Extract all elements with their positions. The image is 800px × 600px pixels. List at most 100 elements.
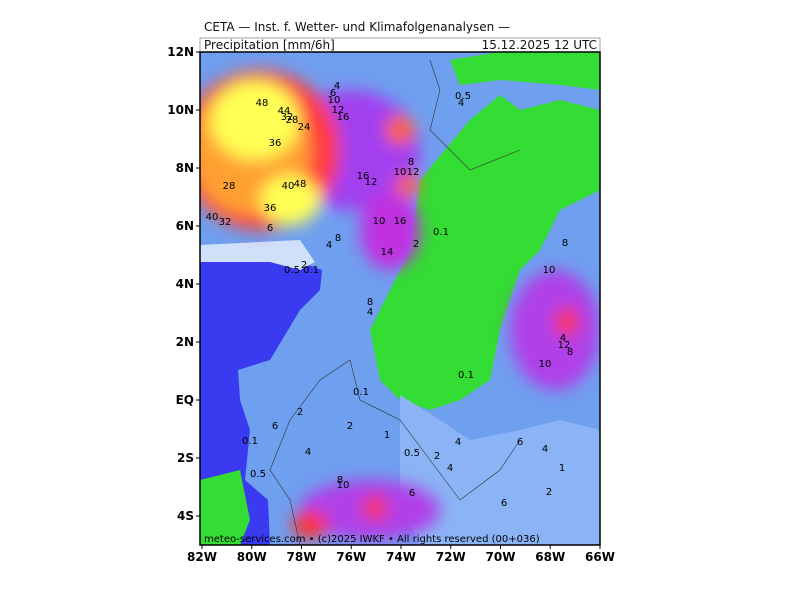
contour-label: 10 (337, 480, 350, 491)
contour-label: 12 (558, 340, 571, 351)
lat-label: 10N (167, 103, 194, 117)
contour-label: 6 (267, 223, 273, 234)
lat-label: EQ (176, 393, 194, 407)
precip-field (200, 70, 600, 540)
lon-label: 72W (436, 550, 466, 564)
precip-area (292, 511, 328, 539)
contour-label: 32 (219, 217, 232, 228)
lon-label: 80W (237, 550, 267, 564)
contour-label: 4 (560, 333, 566, 344)
contour-label: 24 (298, 122, 311, 133)
contour-label: 6 (272, 421, 278, 432)
contour-label: 14 (381, 247, 394, 258)
contour-label: 8 (367, 297, 373, 308)
contour-label: 0.5 (250, 469, 266, 480)
contour-label: 48 (294, 179, 307, 190)
dry-area (200, 470, 250, 545)
lat-label: 4S (177, 509, 194, 523)
contour-label: 6 (501, 498, 507, 509)
contour-label: 4 (334, 81, 340, 92)
contour-label: 44 (278, 106, 291, 117)
contour-label: 2 (413, 239, 419, 250)
contour-label: 6 (330, 88, 336, 99)
dry-area (450, 52, 600, 90)
contour-label: 32 (281, 112, 294, 123)
contour-label: 0.1 (433, 227, 449, 238)
contour-label: 1 (559, 463, 565, 474)
contour-label: 48 (256, 98, 269, 109)
contour-label: 16 (357, 171, 370, 182)
contour-label: 0.5 (455, 91, 471, 102)
lat-label: 4N (176, 277, 194, 291)
lon-label: 74W (386, 550, 416, 564)
contour-label: 40 (206, 212, 219, 223)
precip-area (260, 175, 320, 225)
contour-label: 28 (286, 115, 299, 126)
lat-label: 8N (176, 161, 194, 175)
contour-label: 10 (539, 359, 552, 370)
contour-label: 16 (394, 216, 407, 227)
contour-label: 8 (335, 233, 341, 244)
lon-label: 68W (535, 550, 565, 564)
dry-area (370, 95, 600, 410)
borders (269, 59, 521, 545)
contour-label: 8 (567, 347, 573, 358)
contour-label: 36 (264, 203, 277, 214)
contour-label: 8 (562, 238, 568, 249)
contour-label: 4 (458, 98, 464, 109)
contour-label: 0.5 (284, 265, 300, 276)
lat-label: 6N (176, 219, 194, 233)
plot-frame (199, 51, 601, 546)
valid-time: 15.12.2025 12 UTC (482, 38, 597, 52)
map-body (200, 52, 600, 545)
contour-label: 0.5 (404, 448, 420, 459)
lon-label: 70W (486, 550, 516, 564)
contour-label: 2 (347, 421, 353, 432)
contour-label: 8 (337, 475, 343, 486)
contour-label: 4 (367, 307, 373, 318)
contour-label: 10 (394, 167, 407, 178)
contour-label: 4 (542, 444, 548, 455)
contour-label: 40 (282, 181, 295, 192)
lon-label: 76W (336, 550, 366, 564)
precip-area (385, 115, 415, 145)
contour-label: 28 (223, 181, 236, 192)
contour-label: 6 (517, 437, 523, 448)
contour-label: 12 (365, 177, 378, 188)
map-title: CETA — Inst. f. Wetter- und Klimafolgena… (204, 20, 510, 34)
contour-label: 4 (305, 447, 311, 458)
lat-label: 2S (177, 451, 194, 465)
contour-label: 16 (337, 112, 350, 123)
lat-label: 12N (167, 45, 194, 59)
contour-label: 1 (384, 430, 390, 441)
contour-label: 0.1 (353, 387, 369, 398)
footer: meteo-services.com • (c)2025 IWKF • All … (204, 534, 540, 545)
contour-label: 0.1 (242, 436, 258, 447)
contour-label: 2 (434, 451, 440, 462)
field-name: Precipitation [mm/6h] (204, 38, 335, 52)
contour-label: 0.1 (458, 370, 474, 381)
contour-label: 12 (332, 105, 345, 116)
lon-label: 78W (287, 550, 317, 564)
contour-label: 10 (543, 265, 556, 276)
contour-label: 8 (408, 157, 414, 168)
light-area (200, 240, 315, 270)
lat-label: 2N (176, 335, 194, 349)
contour-label: 2 (301, 260, 307, 271)
precip-area (363, 496, 387, 520)
lon-label: 66W (585, 550, 615, 564)
contour-label: 2 (546, 487, 552, 498)
contour-label: 4 (447, 463, 453, 474)
precip-area (510, 270, 600, 390)
contour-label: 6 (409, 488, 415, 499)
contour-label: 0.1 (303, 265, 319, 276)
precip-area (210, 80, 300, 160)
precip-area (555, 308, 579, 336)
contour-label: 4 (326, 240, 332, 251)
contour-label: 10 (373, 216, 386, 227)
contour-label: 4 (455, 437, 461, 448)
lon-label: 82W (187, 550, 217, 564)
contour-label: 36 (269, 138, 282, 149)
